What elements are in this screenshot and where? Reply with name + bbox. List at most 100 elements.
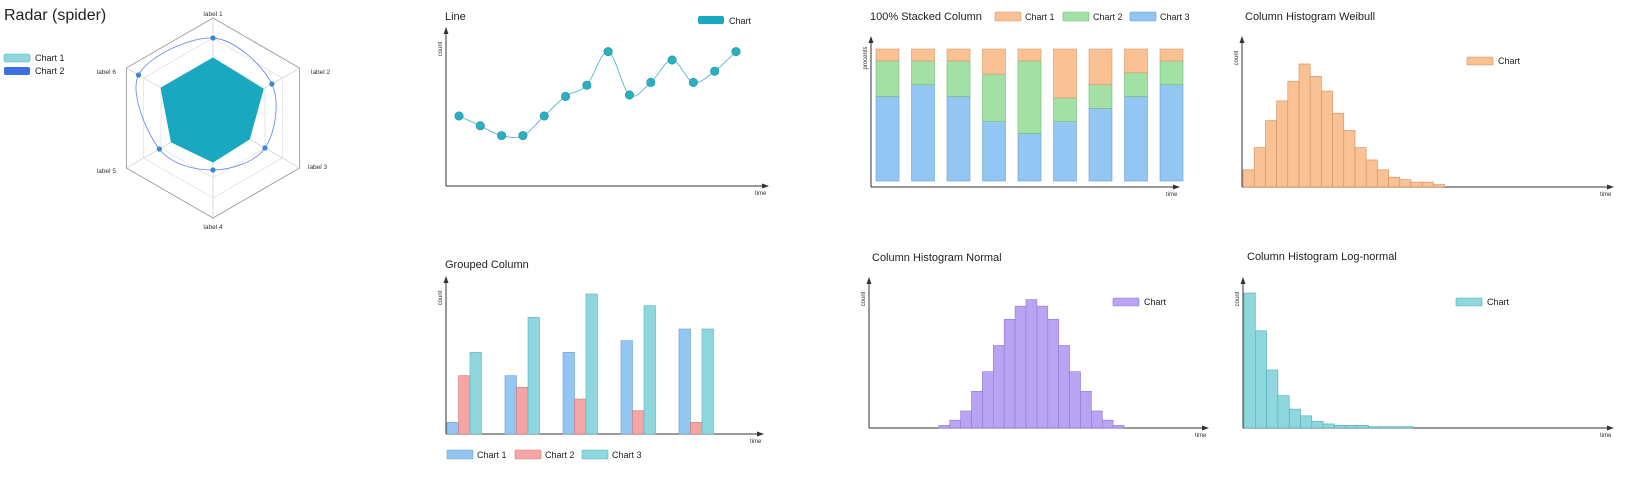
- normal-histogram-bar: [1003, 318, 1016, 429]
- weibull-histogram-bar: [1354, 147, 1367, 188]
- stacked-y-axis-label: procents: [863, 46, 869, 69]
- normal-histogram-bar: [1112, 425, 1125, 429]
- lognormal-histogram-bar: [1368, 426, 1380, 429]
- radar-legend-swatch-chart-2: [4, 67, 30, 75]
- stacked-bar-chart-2: [982, 73, 1006, 122]
- grouped-bar-chart-1: [620, 340, 633, 435]
- weibull-title: Column Histogram Weibull: [1245, 11, 1375, 23]
- line-series-chart-point: [475, 121, 485, 131]
- stacked-bar-chart-1: [1017, 48, 1042, 62]
- normal-histogram-chart: Column Histogram Normal Chart time count: [861, 252, 1209, 439]
- line-x-axis-label: time: [755, 191, 767, 197]
- lognormal-legend[interactable]: Chart: [1455, 297, 1510, 307]
- line-series-chart-point: [731, 47, 741, 57]
- line-series-chart-point: [518, 131, 528, 141]
- stacked-legend-label-chart-1: Chart 1: [1025, 12, 1055, 22]
- normal-legend-swatch: [1112, 297, 1140, 307]
- normal-histogram-bar: [1014, 305, 1027, 429]
- normal-title: Column Histogram Normal: [872, 252, 1002, 264]
- grouped-legend-swatch-chart-1: [446, 449, 474, 460]
- lognormal-histogram-chart: Column Histogram Log-normal Chart time co…: [1235, 251, 1614, 439]
- stacked-legend[interactable]: Chart 1 Chart 2 Chart 3: [994, 11, 1190, 22]
- line-series-chart-line: [458, 51, 737, 138]
- line-legend[interactable]: Chart: [698, 16, 752, 26]
- normal-histogram-bar: [938, 425, 951, 429]
- stacked-bar-chart-3: [1124, 96, 1148, 182]
- radar-legend[interactable]: Chart 1 Chart 2: [3, 53, 65, 76]
- weibull-histogram-bar: [1253, 147, 1266, 188]
- line-series-chart-point: [497, 131, 507, 141]
- normal-histogram-bar: [982, 371, 994, 429]
- stacked-column-chart: 100% Stacked Column Chart 1 Chart 2 Char…: [863, 11, 1190, 198]
- radar-series-chart-2-point: [210, 35, 216, 41]
- line-series-chart-point: [710, 66, 720, 76]
- stacked-legend-label-chart-2: Chart 2: [1093, 12, 1123, 22]
- weibull-histogram-chart: Column Histogram Weibull Chart time count: [1234, 11, 1614, 198]
- stacked-bar-chart-3: [1017, 133, 1042, 182]
- weibull-histogram-bar: [1321, 90, 1333, 188]
- lognormal-histogram-bar: [1243, 292, 1256, 429]
- stacked-bar-chart-2: [1124, 72, 1148, 97]
- stacked-bar-chart-3: [911, 84, 935, 182]
- stacked-x-axis-arrow: [1173, 184, 1180, 190]
- normal-histogram-bar: [960, 410, 972, 429]
- normal-y-axis-label: count: [861, 291, 867, 306]
- normal-histogram-bar: [949, 419, 961, 429]
- stacked-bar-chart-3: [875, 96, 900, 182]
- normal-y-axis-arrow: [866, 277, 872, 284]
- normal-legend[interactable]: Chart: [1112, 297, 1167, 307]
- stacked-bar-chart-3: [946, 96, 971, 182]
- grouped-legend-label-chart-2: Chart 2: [545, 450, 575, 460]
- radar-title: Radar (spider): [4, 7, 106, 24]
- grouped-bar-chart-2: [690, 422, 703, 435]
- stacked-bar-chart-1: [1124, 48, 1148, 74]
- lognormal-histogram-bar: [1345, 425, 1358, 429]
- radar-series-chart-2-point: [135, 72, 142, 78]
- grouped-column-chart-panel: Grouped Column Chart 1 Chart 2 Chart 3 t…: [430, 250, 780, 483]
- grouped-bar-chart-1: [562, 352, 575, 435]
- stacked-legend-swatch-chart-2: [1062, 11, 1090, 22]
- stacked-bar-chart-2: [875, 60, 900, 97]
- weibull-histogram-bar: [1365, 159, 1378, 188]
- radar-axis-label: label 2: [311, 69, 331, 76]
- weibull-histogram-bar: [1421, 181, 1434, 188]
- weibull-histogram-bar: [1332, 112, 1345, 188]
- stacked-x-axis-label: time: [1166, 192, 1178, 198]
- weibull-histogram-bar: [1377, 169, 1389, 188]
- weibull-histogram-bar: [1287, 80, 1300, 188]
- stacked-bar-chart-1: [875, 48, 900, 62]
- grouped-legend[interactable]: Chart 1 Chart 2 Chart 3: [446, 449, 642, 460]
- radar-series-chart-1-area: [160, 57, 264, 163]
- stacked-bar-chart-1: [1088, 48, 1113, 85]
- weibull-legend[interactable]: Chart: [1466, 56, 1521, 66]
- stacked-bar-chart-2: [1053, 97, 1077, 122]
- grouped-bar-chart-3: [527, 317, 540, 435]
- stacked-bar-chart-2: [946, 60, 971, 97]
- weibull-histogram-bar: [1433, 184, 1445, 188]
- line-chart-panel: Line Chart time count: [430, 0, 780, 205]
- stacked-bar-chart-2: [1088, 84, 1113, 109]
- normal-histogram-bar: [1058, 345, 1070, 429]
- stacked-bar-chart-1: [911, 48, 935, 62]
- radar-legend-label-chart-2: Chart 2: [35, 66, 65, 76]
- line-series-chart-point: [454, 111, 464, 121]
- normal-histogram-bar: [971, 391, 983, 429]
- stacked-bar-chart-1: [1159, 48, 1184, 62]
- grouped-bar-chart-2: [632, 410, 645, 435]
- lognormal-histogram-bar: [1379, 426, 1392, 429]
- stacked-bar-chart-3: [1088, 108, 1113, 182]
- grouped-bar-chart-1: [504, 375, 517, 435]
- line-chart: Line Chart time count: [438, 11, 769, 197]
- radar-series-chart-2-point: [156, 146, 162, 152]
- radar-series-chart-2-point: [262, 145, 268, 151]
- line-x-axis-arrow: [762, 183, 769, 189]
- line-title: Line: [445, 11, 466, 23]
- line-legend-swatch: [698, 16, 724, 24]
- lognormal-histogram-bar: [1390, 426, 1403, 429]
- radar-series-chart-2-point: [269, 81, 275, 87]
- weibull-histogram-panel: Column Histogram Weibull Chart time count: [1230, 0, 1630, 210]
- lognormal-histogram-bar: [1356, 425, 1369, 429]
- grouped-legend-label-chart-3: Chart 3: [612, 450, 642, 460]
- lognormal-title: Column Histogram Log-normal: [1247, 251, 1397, 263]
- lognormal-histogram-bar: [1288, 408, 1301, 429]
